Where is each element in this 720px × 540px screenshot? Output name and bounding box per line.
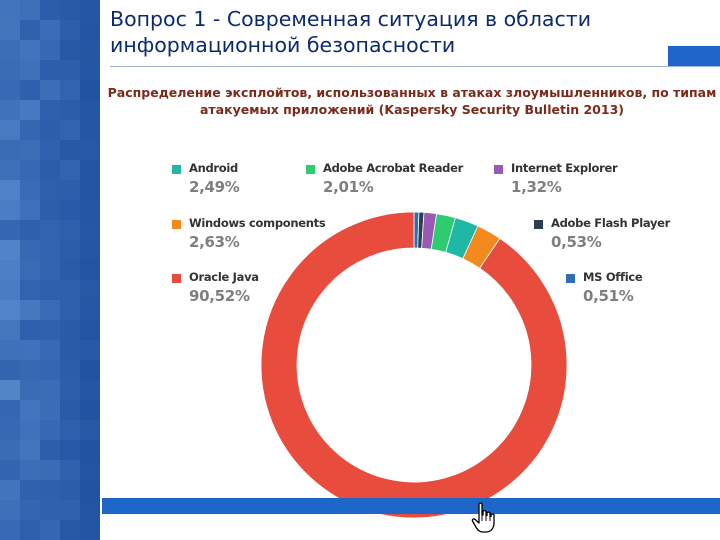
legend-label-adobe-acrobat-reader: Adobe Acrobat Reader [323,161,463,175]
hand-pointer-icon [471,502,495,533]
legend-label-windows-components: Windows components [189,216,326,230]
chart-subtitle: Распределение эксплойтов, использованных… [107,85,717,117]
legend-value-adobe-flash-player: 0,53% [551,233,602,251]
legend-label-oracle-java: Oracle Java [189,270,259,284]
legend-label-adobe-flash-player: Adobe Flash Player [551,216,671,230]
legend-swatch-internet-explorer [494,165,503,174]
donut-slices [260,211,568,519]
legend-swatch-ms-office [566,274,575,283]
legend-label-internet-explorer: Internet Explorer [511,161,618,175]
legend-value-oracle-java: 90,52% [189,287,250,305]
legend-value-internet-explorer: 1,32% [511,178,562,196]
title-divider [110,66,720,67]
legend-swatch-adobe-acrobat-reader [306,165,315,174]
title-accent-bar [668,46,720,66]
legend-swatch-windows-components [172,220,181,229]
slide-title: Вопрос 1 - Современная ситуация в област… [110,7,592,57]
donut-slice-oracle-java [260,211,568,519]
legend-value-android: 2,49% [189,178,240,196]
decorative-mosaic-sidebar [0,0,100,540]
legend-label-ms-office: MS Office [583,270,643,284]
legend-swatch-oracle-java [172,274,181,283]
legend-value-adobe-acrobat-reader: 2,01% [323,178,374,196]
bottom-accent-bar [102,498,720,514]
legend-swatch-android [172,165,181,174]
legend-value-ms-office: 0,51% [583,287,634,305]
legend-value-windows-components: 2,63% [189,233,240,251]
legend-label-android: Android [189,161,238,175]
legend-swatch-adobe-flash-player [534,220,543,229]
